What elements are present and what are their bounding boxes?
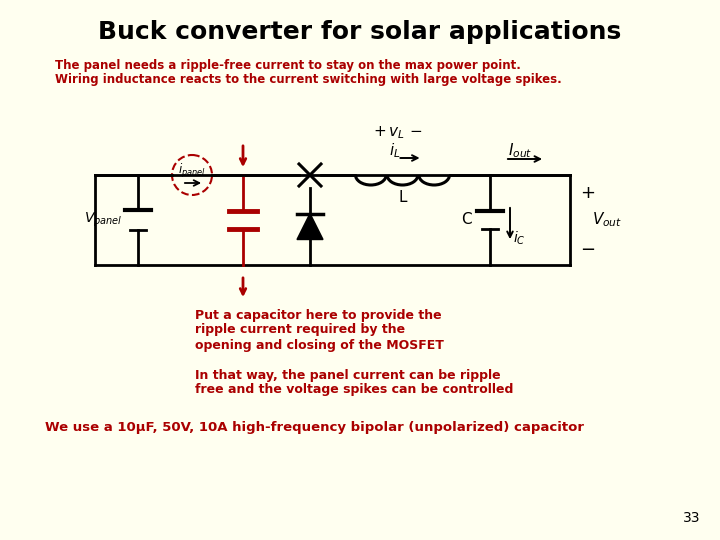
Text: C: C <box>462 213 472 227</box>
Text: free and the voltage spikes can be controlled: free and the voltage spikes can be contr… <box>195 383 513 396</box>
Text: $i_L$: $i_L$ <box>389 141 400 160</box>
Text: In that way, the panel current can be ripple: In that way, the panel current can be ri… <box>195 368 500 381</box>
Text: $V_{out}$: $V_{out}$ <box>592 211 622 229</box>
Text: We use a 10μF, 50V, 10A high-frequency bipolar (unpolarized) capacitor: We use a 10μF, 50V, 10A high-frequency b… <box>45 422 584 435</box>
Text: $i_{panel}$: $i_{panel}$ <box>178 162 206 180</box>
Text: −: − <box>580 241 595 259</box>
Text: L: L <box>398 190 407 205</box>
Polygon shape <box>297 213 323 240</box>
Text: $V_{panel}$: $V_{panel}$ <box>84 211 122 229</box>
Text: $+\,v_L\,-$: $+\,v_L\,-$ <box>373 125 422 141</box>
Text: Put a capacitor here to provide the: Put a capacitor here to provide the <box>195 308 441 321</box>
Text: $i_C$: $i_C$ <box>513 230 526 247</box>
Text: ripple current required by the: ripple current required by the <box>195 323 405 336</box>
Text: opening and closing of the MOSFET: opening and closing of the MOSFET <box>195 339 444 352</box>
Text: The panel needs a ripple-free current to stay on the max power point.: The panel needs a ripple-free current to… <box>55 58 521 71</box>
Text: $I_{out}$: $I_{out}$ <box>508 141 532 160</box>
Text: 33: 33 <box>683 511 700 525</box>
Text: +: + <box>580 184 595 202</box>
Text: Wiring inductance reacts to the current switching with large voltage spikes.: Wiring inductance reacts to the current … <box>55 73 562 86</box>
Text: Buck converter for solar applications: Buck converter for solar applications <box>99 20 621 44</box>
